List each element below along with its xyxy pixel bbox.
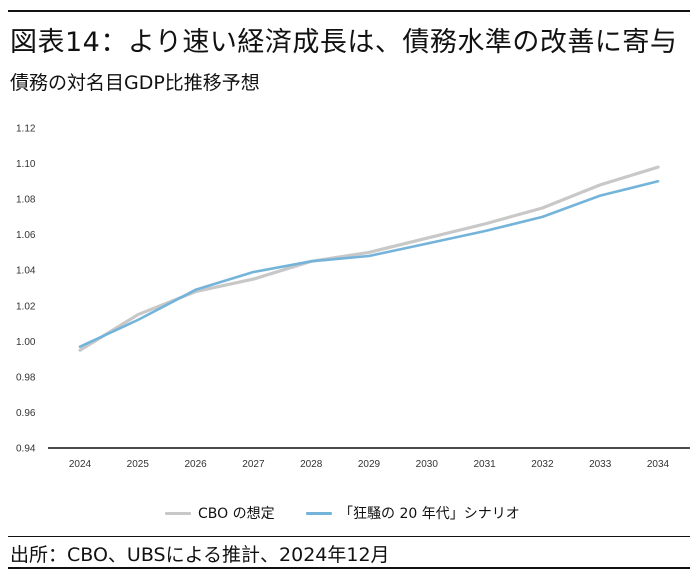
y-tick-label: 0.94	[16, 444, 36, 455]
bottom-rule-upper	[8, 536, 690, 537]
x-tick-label: 2029	[358, 459, 381, 470]
y-tick-label: 1.06	[16, 230, 36, 241]
y-tick-label: 1.00	[16, 337, 36, 348]
legend-swatch-cbo	[165, 511, 191, 515]
legend-swatch-roaring	[306, 511, 332, 515]
x-tick-label: 2024	[69, 459, 92, 470]
x-tick-label: 2027	[242, 459, 265, 470]
bottom-rule	[8, 567, 690, 569]
x-tick-label: 2026	[184, 459, 207, 470]
page-title: 図表14：より速い経済成長は、債務水準の改善に寄与	[10, 27, 678, 58]
x-tick-label: 2028	[300, 459, 323, 470]
top-rule	[8, 10, 690, 12]
series-line-roaring-twenties	[78, 180, 660, 348]
y-tick-label: 0.96	[16, 408, 36, 419]
x-tick-label: 2033	[589, 459, 612, 470]
legend-label-cbo: CBO の想定	[198, 506, 275, 522]
series-line-cbo	[78, 165, 660, 352]
x-tick-label: 2025	[127, 459, 150, 470]
x-tick-label: 2032	[531, 459, 554, 470]
legend-item-roaring: 「狂騒の 20 年代」シナリオ	[306, 503, 520, 523]
x-tick-label: 2034	[647, 459, 670, 470]
y-axis-ticks: 0.94 0.96 0.98 1.00 1.02 1.04 1.06 1.08 1.10 1.12	[16, 124, 36, 455]
chart-series	[78, 165, 660, 352]
line-chart: 0.94 0.96 0.98 1.00 1.02 1.04 1.06 1.08 1.10 1.12…	[16, 124, 690, 470]
x-tick-label: 2031	[473, 459, 496, 470]
x-axis-ticks: 2024 2025 2026 2027 2028 2029 2030 2031 2032 2033…	[69, 459, 670, 470]
source-note: 出所：CBO、UBSによる推計、2024年12月	[10, 544, 390, 566]
legend-item-cbo: CBO の想定	[165, 503, 275, 523]
y-tick-label: 1.04	[16, 266, 36, 277]
legend-label-roaring: 「狂騒の 20 年代」シナリオ	[339, 506, 520, 522]
y-tick-label: 1.10	[16, 159, 36, 170]
chart-subtitle: 債務の対名目GDP比推移予想	[10, 72, 260, 94]
y-tick-label: 1.12	[16, 124, 36, 135]
y-tick-label: 1.08	[16, 195, 36, 206]
x-tick-label: 2030	[416, 459, 439, 470]
chart-legend: CBO の想定 「狂騒の 20 年代」シナリオ	[0, 503, 700, 527]
y-tick-label: 0.98	[16, 372, 36, 383]
y-tick-label: 1.02	[16, 301, 36, 312]
